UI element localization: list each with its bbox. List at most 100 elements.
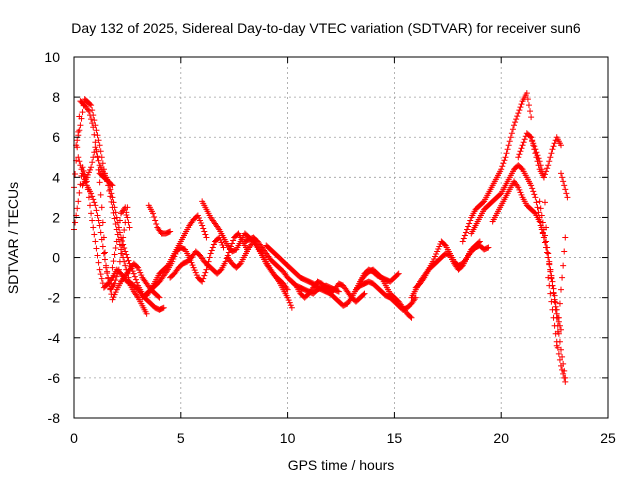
data-point	[136, 267, 143, 274]
data-point	[111, 280, 118, 287]
data-point	[72, 219, 79, 226]
data-point	[555, 314, 562, 321]
series-arc-e	[79, 144, 116, 189]
data-point	[527, 133, 534, 140]
data-point	[507, 134, 514, 141]
data-point	[95, 217, 102, 224]
data-point	[192, 269, 199, 276]
data-point	[441, 241, 448, 248]
data-point	[112, 289, 119, 296]
data-point	[546, 158, 553, 165]
data-point	[125, 274, 132, 281]
data-point	[125, 219, 132, 226]
data-point	[360, 291, 367, 298]
data-point	[80, 173, 87, 180]
data-point	[87, 202, 94, 209]
data-point	[549, 282, 556, 289]
data-point	[541, 199, 548, 206]
data-point	[99, 219, 106, 226]
data-point	[529, 185, 536, 192]
data-point	[219, 242, 226, 249]
data-point	[501, 157, 508, 164]
data-point	[99, 280, 106, 287]
data-point	[530, 142, 537, 149]
data-point	[534, 158, 541, 165]
data-point	[110, 199, 117, 206]
data-point	[550, 143, 557, 150]
data-point	[531, 209, 538, 216]
data-point	[209, 244, 216, 251]
y-axis-label: SDTVAR / TECUs	[5, 182, 21, 294]
data-point	[503, 150, 510, 157]
data-point	[199, 222, 206, 229]
data-point	[111, 204, 118, 211]
data-point	[98, 236, 105, 243]
data-point	[89, 120, 96, 127]
data-point	[508, 130, 515, 137]
axis-ticks: 0 5 10 15 20 25 -8 -6 -4 -2 0 2 4 6 8 10	[44, 49, 616, 446]
data-point	[436, 243, 443, 250]
data-point	[217, 267, 224, 274]
chart-title: Day 132 of 2025, Sidereal Day-to-day VTE…	[71, 20, 581, 36]
data-point	[429, 258, 436, 265]
data-point	[518, 191, 525, 198]
data-point	[85, 194, 92, 201]
data-point	[537, 222, 544, 229]
data-point	[560, 370, 567, 377]
data-point	[77, 162, 84, 169]
data-point	[193, 272, 200, 279]
data-point	[127, 263, 134, 270]
data-point	[92, 139, 99, 146]
data-point	[562, 234, 569, 241]
data-point	[516, 107, 523, 114]
data-point	[98, 204, 105, 211]
data-point	[407, 313, 414, 320]
data-point	[169, 258, 176, 265]
data-point	[190, 264, 197, 271]
data-point	[87, 166, 94, 173]
x-tick-label: 20	[493, 430, 509, 446]
data-point	[105, 274, 112, 281]
data-point	[96, 179, 103, 186]
x-tick-label: 10	[280, 430, 296, 446]
data-point	[94, 132, 101, 139]
data-point	[96, 266, 103, 273]
series-arc-x	[489, 178, 560, 313]
data-point	[79, 170, 86, 177]
data-point	[516, 186, 523, 193]
data-point	[96, 222, 103, 229]
data-point	[131, 273, 138, 280]
data-point	[480, 199, 487, 206]
data-point	[91, 231, 98, 238]
data-point	[528, 114, 535, 121]
data-point	[218, 239, 225, 246]
data-point	[560, 178, 567, 185]
data-point	[89, 217, 96, 224]
y-tick-label: 2	[52, 209, 60, 225]
data-point	[515, 154, 522, 161]
data-point	[545, 162, 552, 169]
data-point	[505, 142, 512, 149]
data-point	[560, 360, 567, 367]
data-point	[220, 244, 227, 251]
data-point	[156, 294, 163, 301]
data-point	[533, 149, 540, 156]
data-point	[534, 204, 541, 211]
data-point	[554, 322, 561, 329]
data-point	[93, 207, 100, 214]
data-point	[556, 356, 563, 363]
data-point	[109, 264, 116, 271]
data-point	[119, 250, 126, 257]
data-point	[116, 217, 123, 224]
data-point	[101, 249, 108, 256]
data-point	[394, 271, 401, 278]
data-point	[113, 238, 120, 245]
series-arc-m	[224, 238, 295, 311]
data-point	[160, 304, 167, 311]
data-point	[532, 150, 539, 157]
data-point	[430, 256, 437, 263]
data-point	[121, 245, 128, 252]
data-point	[88, 190, 95, 197]
data-point	[544, 249, 551, 256]
data-point	[94, 212, 101, 219]
